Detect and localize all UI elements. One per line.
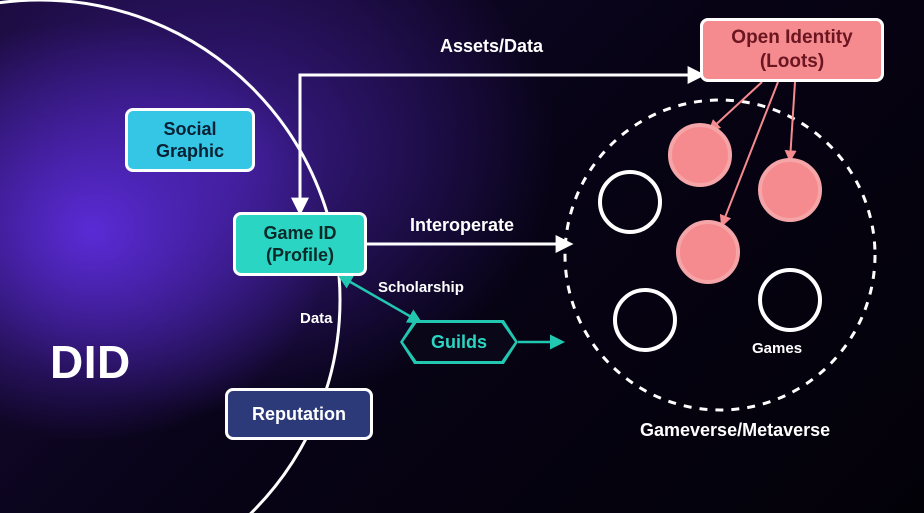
node-guilds-label: Guilds — [403, 323, 515, 361]
node-social_graphic: Social Graphic — [125, 108, 255, 172]
games-label: Games — [752, 340, 802, 357]
edge-label-interoperate: Interoperate — [410, 215, 514, 236]
node-open_identity: Open Identity (Loots) — [700, 18, 884, 82]
node-guilds: Guilds — [400, 320, 518, 364]
edge-label-scholarship: Scholarship — [378, 279, 464, 296]
node-reputation: Reputation — [225, 388, 373, 440]
edge-label-data: Data — [300, 310, 333, 327]
did-label: DID — [50, 335, 131, 389]
edge-label-assets-data: Assets/Data — [440, 36, 543, 57]
gameverse-label: Gameverse/Metaverse — [640, 420, 830, 441]
node-game_id: Game ID (Profile) — [233, 212, 367, 276]
diagram-canvas: Assets/Data Interoperate Scholarship Data So… — [0, 0, 924, 513]
